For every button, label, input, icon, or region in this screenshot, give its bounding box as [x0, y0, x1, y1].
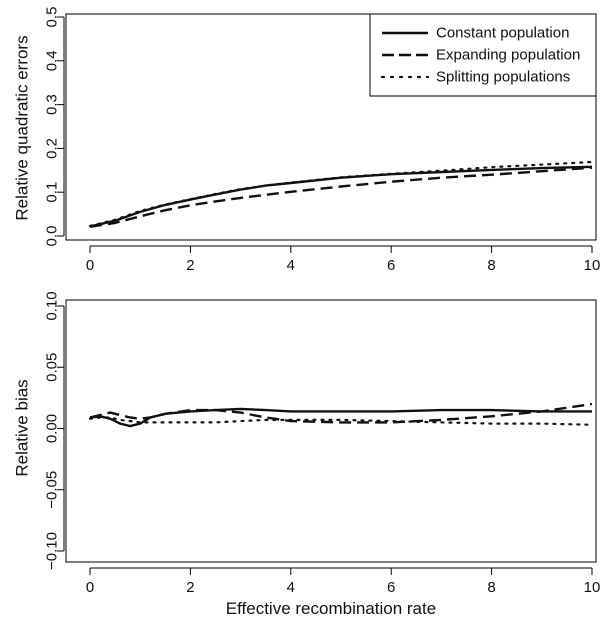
x-axis: 0 2 4 6 8 10	[86, 567, 601, 596]
x-tick-label: 6	[387, 257, 395, 274]
legend-label: Splitting populations	[436, 69, 570, 86]
x-tick-label: 8	[487, 257, 495, 274]
y-axis-label: Relative bias	[13, 379, 32, 476]
bottom-panel: 0 2 4 6 8 10 −0.10 −0.05 0.00 0.05 0.10 Relative bi…	[13, 291, 601, 618]
y-axis: 0.0 0.1 0.2 0.3 0.4 0.5	[44, 7, 65, 247]
y-tick-label: 0.05	[44, 353, 61, 382]
x-tick-label: 10	[584, 257, 601, 274]
y-tick-label: 0.2	[44, 138, 61, 159]
x-tick-label: 4	[287, 579, 295, 596]
series-line-splitting-populations	[88, 416, 594, 426]
plot-frame	[65, 299, 597, 563]
x-tick-label: 2	[186, 579, 194, 596]
y-tick-label: 0.00	[44, 414, 61, 443]
y-tick-label: 0.0	[44, 226, 61, 247]
x-tick-label: 4	[287, 257, 295, 274]
x-tick-label: 0	[86, 579, 94, 596]
y-tick-label: 0.1	[44, 182, 61, 203]
x-axis-label: Effective recombination rate	[226, 599, 436, 618]
y-tick-label: −0.05	[44, 471, 61, 509]
top-panel: 0 2 4 6 8 10 0.0 0.1 0.2 0.3 0.4 0.5 Relative quadra…	[13, 7, 601, 274]
series-line-expanding-population	[89, 402, 593, 424]
legend: Constant population Expanding population S…	[369, 13, 597, 97]
y-tick-label: 0.5	[44, 7, 61, 28]
x-tick-label: 6	[387, 579, 395, 596]
y-axis: −0.10 −0.05 0.00 0.05 0.10	[44, 291, 65, 570]
legend-label: Expanding population	[436, 47, 580, 64]
x-axis: 0 2 4 6 8 10	[86, 245, 601, 274]
x-tick-label: 8	[487, 579, 495, 596]
series-line-constant-population	[89, 165, 593, 228]
y-tick-label: −0.10	[44, 532, 61, 570]
y-tick-label: 0.4	[44, 50, 61, 71]
y-axis-label: Relative quadratic errors	[13, 35, 32, 220]
series-line-splitting-populations	[88, 160, 594, 227]
legend-label: Constant population	[436, 25, 569, 42]
x-tick-label: 10	[584, 579, 601, 596]
x-tick-label: 2	[186, 257, 194, 274]
plot-frame	[65, 13, 597, 241]
y-tick-label: 0.10	[44, 291, 61, 320]
x-tick-label: 0	[86, 257, 94, 274]
y-tick-label: 0.3	[44, 94, 61, 115]
series-line-expanding-population	[89, 166, 593, 228]
